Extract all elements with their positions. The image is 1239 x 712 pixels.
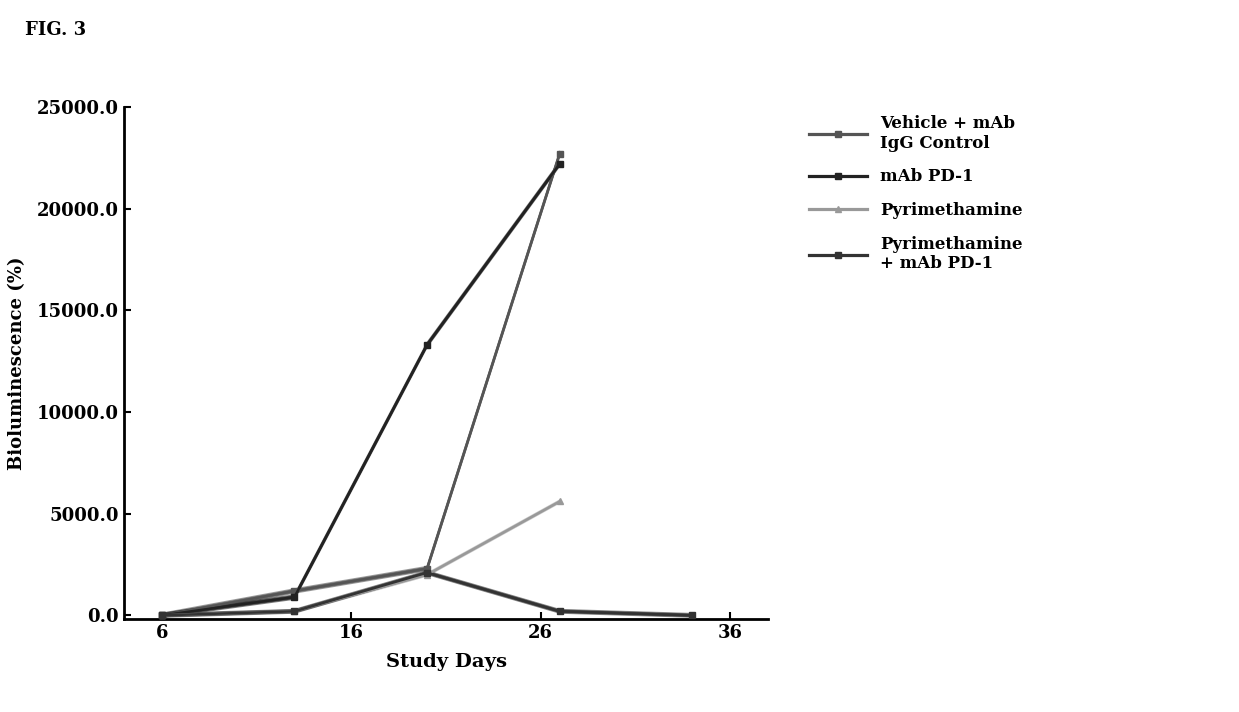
Y-axis label: Bioluminescence (%): Bioluminescence (%) [7, 256, 26, 470]
Legend: Vehicle + mAb
IgG Control, mAb PD-1, Pyrimethamine, Pyrimethamine
+ mAb PD-1: Vehicle + mAb IgG Control, mAb PD-1, Pyr… [809, 115, 1023, 272]
X-axis label: Study Days: Study Days [385, 654, 507, 671]
Text: FIG. 3: FIG. 3 [25, 21, 85, 39]
